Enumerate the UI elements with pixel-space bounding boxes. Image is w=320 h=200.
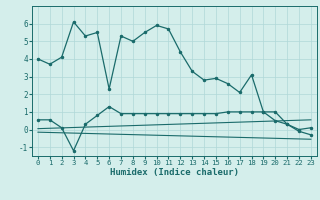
X-axis label: Humidex (Indice chaleur): Humidex (Indice chaleur) (110, 168, 239, 177)
